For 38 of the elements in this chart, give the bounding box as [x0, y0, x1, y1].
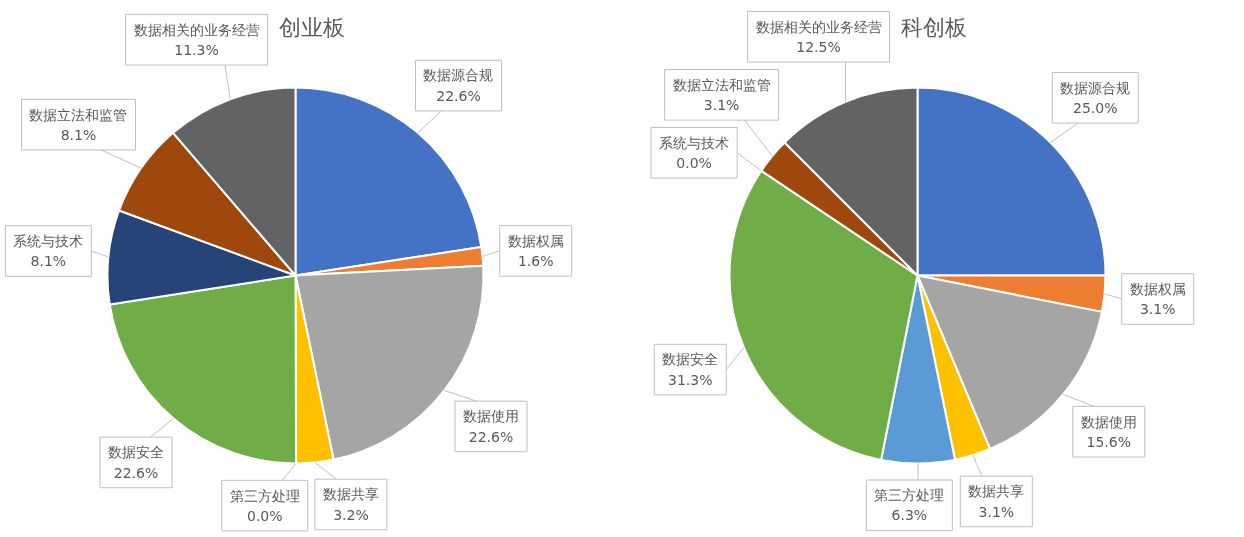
slice-label: 数据安全 — [108, 444, 165, 461]
slice-label: 数据安全 — [662, 351, 719, 368]
data-label: 22.6% — [468, 428, 514, 445]
data-label: 3.2% — [333, 506, 369, 523]
slice-label: 数据权属 — [507, 232, 564, 249]
slice-label: 数据权属 — [1129, 280, 1186, 297]
data-label: 3.1% — [703, 96, 740, 113]
slice-label: 数据立法和监管 — [672, 76, 771, 93]
slice-label: 数据相关的业务经营 — [755, 18, 882, 35]
data-label: 22.6% — [113, 464, 159, 481]
data-label: 11.3% — [174, 41, 219, 58]
text: 0.0% — [676, 154, 712, 171]
data-label: 12.5% — [796, 38, 841, 55]
chart-title: 科创板 — [900, 14, 967, 40]
data-label: 31.3% — [668, 371, 713, 388]
slice-label: 数据共享 — [968, 483, 1025, 500]
data-label: 3.1% — [1139, 301, 1176, 318]
slice-label: 数据相关的业务经营 — [133, 21, 260, 38]
slice-label: 数据共享 — [322, 486, 379, 503]
chart-title: 创业板 — [278, 14, 345, 40]
data-label: 25.0% — [1072, 99, 1118, 116]
data-label: 1.6% — [517, 253, 554, 270]
data-label: 6.3% — [891, 507, 928, 524]
data-label: 3.1% — [978, 503, 1015, 520]
slice-label: 数据使用 — [1080, 413, 1137, 430]
data-label: 8.1% — [60, 126, 97, 143]
text: 0.0% — [246, 507, 283, 524]
slice-label: 数据源合规 — [423, 67, 494, 84]
slice-label: 第三方处理 — [874, 487, 945, 504]
slice-label: 数据使用 — [463, 408, 519, 425]
data-label: 22.6% — [436, 87, 481, 104]
category-label: 系统与技术 — [659, 134, 730, 151]
slice-label: 系统与技术 — [13, 232, 84, 249]
data-label: 15.6% — [1086, 433, 1131, 450]
legend-label: 第三方处理 — [229, 487, 300, 504]
slice-label: 数据立法和监管 — [29, 106, 128, 123]
data-label: 8.1% — [30, 253, 67, 270]
slice-label: 数据源合规 — [1060, 79, 1131, 96]
